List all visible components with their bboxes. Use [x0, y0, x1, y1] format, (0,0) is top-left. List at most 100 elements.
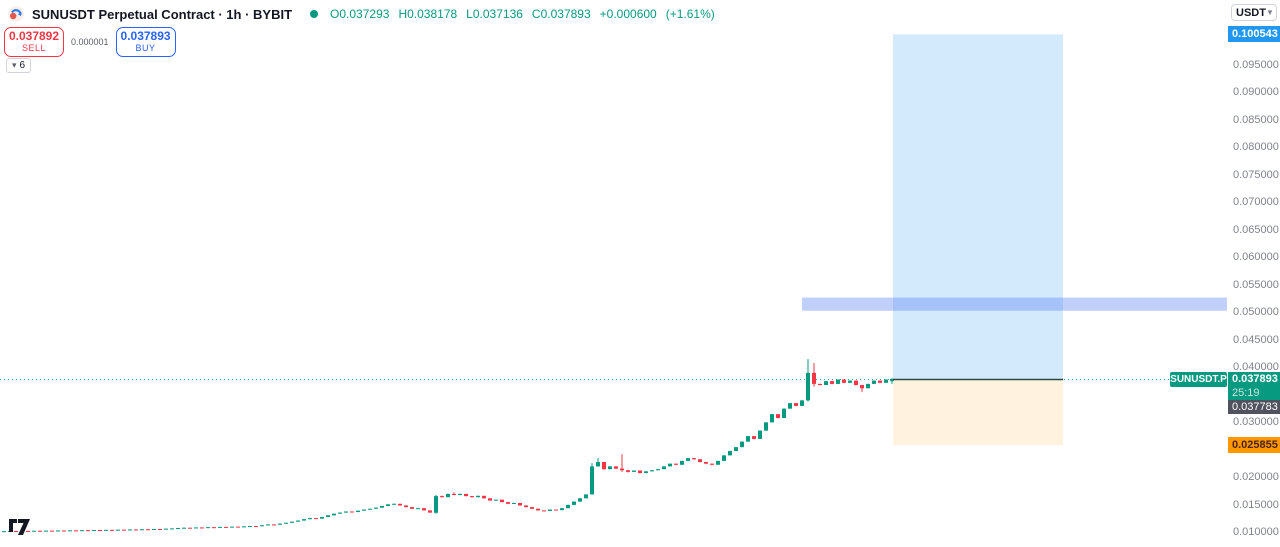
tradingview-logo[interactable]: [8, 517, 35, 541]
candle-up: [548, 509, 552, 511]
candle-up: [686, 458, 690, 461]
market-status-icon[interactable]: [310, 10, 319, 18]
candle-down: [500, 499, 504, 503]
candle-down: [860, 385, 864, 389]
last-price-value: 0.037893: [1232, 372, 1278, 385]
candle-up: [494, 499, 498, 501]
chevron-down-icon: ▾: [12, 60, 17, 70]
candle-down: [14, 531, 18, 533]
candles-count-value: 6: [19, 60, 26, 71]
candle-up: [644, 471, 648, 473]
candle-up: [806, 372, 810, 401]
candle-up: [170, 528, 174, 530]
candle-down: [404, 505, 408, 508]
candle-up: [374, 507, 378, 509]
candle-up: [758, 430, 762, 439]
price-tick-label: 0.040000: [1233, 361, 1279, 374]
candle-down: [704, 462, 708, 464]
candle-up: [44, 530, 48, 532]
candle-down: [470, 496, 474, 498]
candle-down: [146, 529, 150, 531]
candle-up: [290, 521, 294, 523]
candle-down: [74, 530, 78, 532]
bar-countdown: 25:19: [1232, 386, 1260, 399]
candle-down: [26, 530, 30, 532]
price-axis[interactable]: USDT ▼ 0.100543 0.037893 25:19 0.037783 …: [1228, 0, 1280, 547]
price-tick-label: 0.090000: [1233, 86, 1279, 99]
candle-down: [224, 526, 228, 528]
last-price-badge: 0.037893 25:19: [1228, 371, 1280, 400]
candle-down: [110, 529, 114, 531]
price-tick-label: 0.055000: [1233, 278, 1279, 291]
candle-down: [536, 508, 540, 511]
buy-button[interactable]: 0.037893 BUY: [115, 27, 176, 57]
candles-count-dropdown[interactable]: ▾ 6: [6, 58, 32, 73]
candle-down: [842, 379, 846, 383]
candle-up: [890, 379, 894, 382]
mark-price-badge: 0.037783: [1228, 399, 1280, 414]
candle-up: [194, 527, 198, 529]
candle-down: [812, 372, 816, 384]
price-tick-label: 0.010000: [1233, 526, 1279, 539]
candle-down: [488, 498, 492, 501]
price-chart-canvas: [0, 34, 1228, 533]
candle-down: [692, 458, 696, 460]
candle-down: [518, 502, 522, 506]
candle-up: [362, 509, 366, 511]
candle-up: [866, 383, 870, 389]
candle-up: [728, 451, 732, 456]
candle-up: [260, 525, 264, 527]
candle-down: [878, 380, 882, 383]
candle-down: [134, 529, 138, 531]
candle-down: [452, 493, 456, 495]
candle-up: [68, 530, 72, 532]
candle-up: [242, 526, 246, 528]
stop-price-badge: 0.025855: [1228, 437, 1280, 454]
candle-up: [590, 466, 594, 495]
candle-up: [848, 380, 852, 383]
candle-down: [50, 530, 54, 532]
candle-down: [614, 466, 618, 469]
candle-up: [218, 526, 222, 528]
supply-zone-band[interactable]: [802, 297, 1227, 311]
candle-up: [32, 530, 36, 532]
candle-up: [338, 512, 342, 514]
price-tick-label: 0.045000: [1233, 333, 1279, 346]
candle-down: [422, 508, 426, 511]
candle-up: [578, 498, 582, 502]
candle-up: [320, 517, 324, 519]
long-position-loss-zone[interactable]: [893, 378, 1063, 446]
candle-up: [650, 470, 654, 472]
candle-up: [332, 513, 336, 516]
candle-down: [236, 526, 240, 528]
candle-down: [464, 493, 468, 497]
spread-value: 0.000001: [71, 37, 109, 47]
candle-up: [782, 408, 786, 418]
candle-down: [752, 436, 756, 439]
candle-up: [326, 515, 330, 517]
candle-up: [572, 501, 576, 505]
candle-up: [206, 527, 210, 529]
candle-up: [656, 469, 660, 471]
candle-up: [716, 460, 720, 465]
close-value: 0.037893: [540, 7, 591, 21]
candle-up: [164, 528, 168, 530]
candle-down: [776, 414, 780, 418]
candle-up: [248, 526, 252, 528]
candle-up: [800, 400, 804, 406]
candle-down: [98, 530, 102, 532]
candle-down: [272, 524, 276, 526]
candle-down: [212, 527, 216, 529]
candle-up: [278, 523, 282, 525]
candle-down: [410, 507, 414, 509]
symbol-title[interactable]: SUNUSDT Perpetual Contract · 1h · BYBIT: [32, 6, 293, 22]
candle-up: [734, 447, 738, 451]
price-tick-label: 0.085000: [1233, 113, 1279, 126]
candle-up: [368, 508, 372, 510]
currency-dropdown[interactable]: USDT ▼: [1231, 4, 1277, 21]
price-tick-label: 0.060000: [1233, 251, 1279, 264]
candle-up: [560, 508, 564, 511]
candle-down: [62, 530, 66, 532]
long-position-profit-zone[interactable]: [893, 34, 1063, 379]
sell-button[interactable]: 0.037892 SELL: [4, 27, 64, 57]
